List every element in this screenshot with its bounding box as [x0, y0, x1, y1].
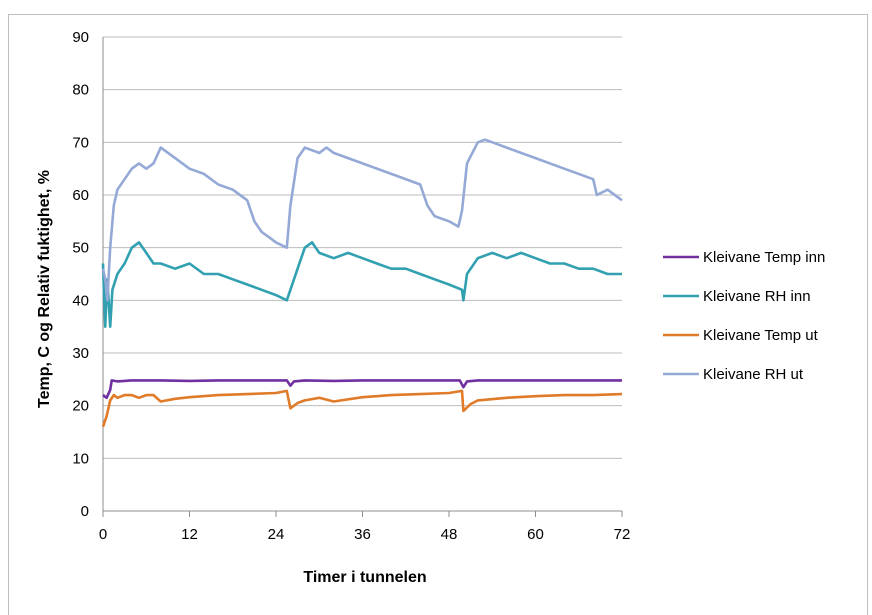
x-tick-labels: 0 12 24 36 48 60 72 — [99, 526, 631, 543]
y-tick-labels: 0 10 20 30 40 50 60 70 80 90 — [72, 29, 89, 520]
y-tick-label: 90 — [72, 29, 89, 46]
gridlines — [103, 36, 622, 459]
x-tick-label: 72 — [614, 526, 631, 543]
y-tick-label: 80 — [72, 82, 89, 99]
legend-label: Kleivane Temp ut — [703, 327, 819, 344]
x-tick-label: 0 — [99, 526, 107, 543]
y-tick-label: 20 — [72, 398, 89, 415]
y-tick-label: 60 — [72, 187, 89, 204]
x-axis-title: Timer i tunnelen — [303, 569, 426, 586]
x-tick-label: 36 — [354, 526, 371, 543]
series-lines — [101, 138, 623, 428]
legend-label: Kleivane Temp inn — [703, 249, 825, 266]
legend-label: Kleivane RH ut — [703, 366, 804, 383]
series-line — [101, 241, 622, 328]
x-tick-label: 48 — [441, 526, 458, 543]
x-tick-label: 24 — [268, 526, 285, 543]
series-line — [102, 379, 622, 400]
y-axis-title: Temp, C og Relativ fuktighet, % — [36, 170, 53, 408]
chart-frame: 0 12 24 36 48 60 72 0 10 20 30 40 50 60 70 80 90 Timer … — [8, 14, 868, 615]
chart-svg: 0 12 24 36 48 60 72 0 10 20 30 40 50 60 70 80 90 Timer … — [36, 29, 825, 586]
x-tick-label: 12 — [181, 526, 198, 543]
axes — [102, 37, 623, 517]
y-tick-label: 10 — [72, 450, 89, 467]
legend: Kleivane Temp inn Kleivane RH inn Kleivane… — [663, 249, 825, 383]
y-tick-label: 0 — [81, 503, 89, 520]
y-tick-label: 50 — [72, 240, 89, 257]
series-line — [101, 138, 623, 302]
y-tick-label: 70 — [72, 134, 89, 151]
y-tick-label: 30 — [72, 345, 89, 362]
x-tick-label: 60 — [527, 526, 544, 543]
y-tick-label: 40 — [72, 292, 89, 309]
legend-label: Kleivane RH inn — [703, 288, 811, 305]
series-line — [101, 389, 623, 428]
